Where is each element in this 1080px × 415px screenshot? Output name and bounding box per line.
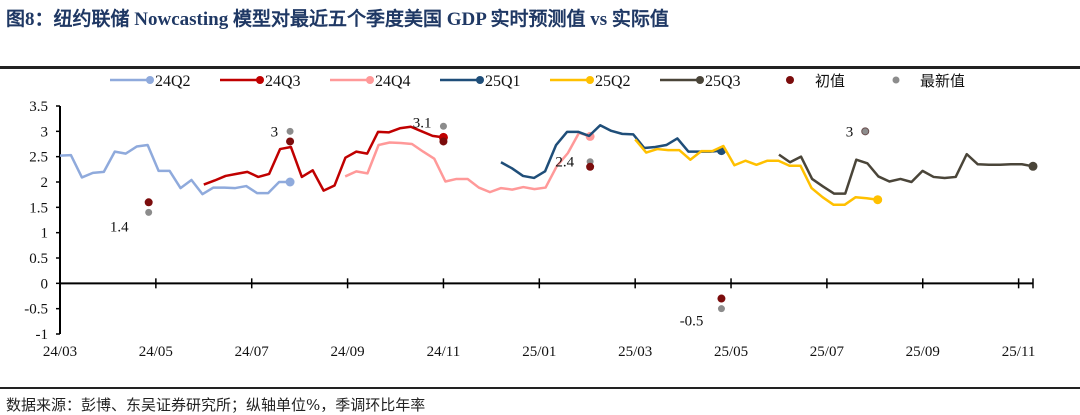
initial-value-dot (286, 137, 295, 146)
y-tick-label: 2.5 (29, 150, 48, 166)
gdp-nowcast-chart: 3.5 3 2.5 2 1.5 1 0.5 0 -0.5 -124/03 24/05 24/07 24/… (24, 73, 1038, 360)
y-tick-label: 0.5 (29, 251, 48, 267)
legend-marker-25q3 (696, 76, 704, 84)
y-tick-label: 3 (41, 124, 49, 140)
release-value-label: -0.5 (680, 314, 704, 330)
initial-value-dot (586, 162, 595, 171)
x-tick-label: 24/09 (331, 344, 365, 360)
y-tick-label: -0.5 (24, 302, 48, 318)
legend-label-initial: 初值 (815, 73, 845, 90)
series-line-24q4 (344, 131, 591, 194)
legend-label-latest: 最新值 (920, 73, 965, 90)
legend-initial-dot (786, 76, 794, 84)
series-line-25q1 (500, 124, 722, 180)
latest-value-dot (145, 208, 153, 216)
x-tick-label: 24/03 (43, 344, 77, 360)
legend-label-24q2: 24Q2 (155, 73, 191, 90)
latest-value-dot (286, 127, 294, 135)
release-value-label: 1.4 (110, 219, 129, 235)
title-divider (0, 66, 1080, 69)
footer-divider (0, 387, 1080, 389)
series-line-25q2 (634, 138, 878, 207)
x-tick-label: 24/07 (235, 344, 270, 360)
figure-title: 图8：纽约联储 Nowcasting 模型对最近五个季度美国 GDP 实时预测值… (6, 9, 669, 30)
series-line-24q2 (59, 143, 291, 196)
x-tick-label: 25/01 (522, 344, 556, 360)
x-tick-label: 24/05 (139, 344, 173, 360)
x-tick-label: 25/07 (810, 344, 845, 360)
release-value-label: 3 (271, 124, 279, 140)
series-end-marker-24q2 (285, 177, 295, 187)
latest-value-dot (717, 305, 725, 313)
legend-marker-24q3 (256, 76, 264, 84)
source-note: 数据来源：彭博、东吴证券研究所；纵轴单位%，季调环比年率 (6, 396, 426, 414)
y-tick-label: -1 (36, 327, 49, 343)
release-value-label: 3.1 (413, 115, 432, 131)
release-value-label: 3 (846, 124, 854, 140)
legend-label-24q3: 24Q3 (265, 73, 301, 90)
initial-value-dot (439, 137, 448, 146)
initial-value-dot (717, 294, 726, 303)
legend-label-25q2: 25Q2 (595, 73, 631, 90)
y-tick-label: 1 (41, 226, 49, 242)
series-line-24q3 (203, 125, 444, 192)
legend-marker-24q4 (366, 76, 374, 84)
x-tick-label: 24/11 (427, 344, 461, 360)
x-tick-label: 25/03 (618, 344, 652, 360)
legend-marker-25q2 (586, 76, 594, 84)
series-end-marker-25q2 (873, 195, 883, 205)
legend-label-25q3: 25Q3 (705, 73, 741, 90)
latest-value-dot (861, 127, 870, 136)
y-tick-label: 2 (41, 175, 49, 191)
y-tick-label: 1.5 (29, 200, 48, 216)
legend-label-24q4: 24Q4 (375, 73, 411, 90)
legend-label-25q1: 25Q1 (485, 73, 521, 90)
y-tick-label: 0 (41, 276, 49, 292)
x-tick-label: 25/11 (1002, 344, 1036, 360)
legend-marker-24q2 (146, 76, 154, 84)
x-tick-label: 25/05 (714, 344, 748, 360)
x-tick-label: 25/09 (906, 344, 940, 360)
release-value-label: 2.4 (555, 155, 574, 171)
legend-latest-dot (892, 76, 900, 84)
latest-value-dot (439, 122, 447, 130)
y-tick-label: 3.5 (29, 99, 48, 115)
legend-marker-25q1 (476, 76, 484, 84)
initial-value-dot (144, 198, 153, 207)
series-end-marker-25q3 (1028, 161, 1038, 171)
series-line-25q3 (778, 152, 1034, 195)
